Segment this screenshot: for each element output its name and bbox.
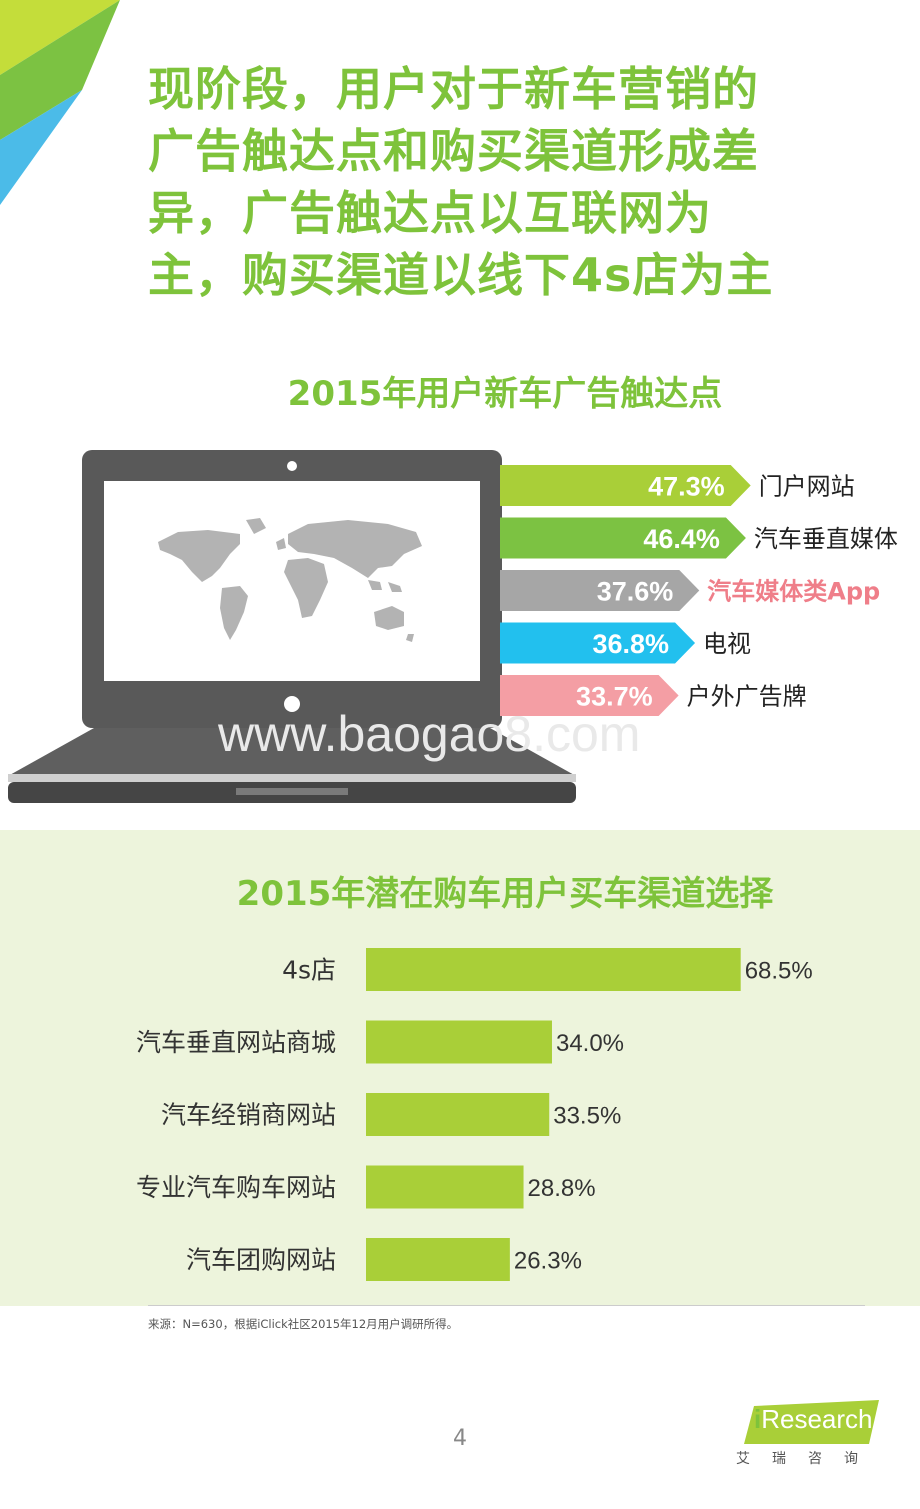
- laptop-illustration: [8, 450, 576, 803]
- channel-category-label: 汽车垂直网站商城: [136, 1028, 336, 1057]
- footer-divider: [148, 1305, 865, 1306]
- channel-value-label: 34.0%: [556, 1030, 624, 1057]
- corner-decoration: [0, 0, 120, 205]
- touchpoint-category-label: 电视: [703, 630, 751, 658]
- channel-bar: [366, 1165, 524, 1209]
- touchpoint-bar: [500, 675, 679, 716]
- source-note: 来源：N=630，根据iClick社区2015年12月用户调研所得。: [148, 1317, 459, 1331]
- touchpoint-value-label: 37.6%: [597, 577, 674, 607]
- channel-category-label: 汽车团购网站: [186, 1246, 336, 1275]
- touchpoint-category-label: 户外广告牌: [687, 683, 807, 711]
- channel-category-label: 汽车经销商网站: [161, 1101, 336, 1130]
- touchpoint-value-label: 47.3%: [648, 472, 725, 502]
- headline-line-1: 现阶段，用户对于新车营销的: [148, 62, 759, 116]
- channel-bar: [366, 1238, 510, 1281]
- touchpoint-bar: [500, 465, 751, 506]
- laptop-edge: [8, 774, 576, 782]
- channel-panel: [0, 830, 920, 1306]
- laptop-keyboard-deck: [8, 728, 576, 776]
- touchpoint-value-label: 36.8%: [592, 629, 669, 659]
- touchpoint-category-label: 门户网站: [759, 473, 855, 501]
- logo-i-mark: i: [754, 1404, 762, 1434]
- home-button-icon: [284, 696, 300, 712]
- channel-chart: 4s店 68.5% 汽车垂直网站商城 34.0% 汽车经销商网站 33.5% 专业汽车购车网…: [136, 948, 813, 1281]
- iresearch-logo: iResearch 艾瑞咨询: [734, 1398, 884, 1473]
- channel-value-label: 33.5%: [553, 1103, 621, 1130]
- logo-wordmark: iResearch: [754, 1404, 873, 1435]
- logo-chinese-name: 艾瑞咨询: [736, 1451, 880, 1467]
- logo-name: Research: [761, 1404, 873, 1434]
- headline-line-2: 广告触达点和购买渠道形成差: [148, 124, 759, 178]
- touchpoint-bar: [500, 622, 696, 664]
- channel-category-label: 4s店: [282, 956, 336, 985]
- watermark: www.baogao8.com: [218, 706, 641, 762]
- channel-value-label: 26.3%: [514, 1248, 582, 1275]
- headline: 现阶段，用户对于新车营销的 广告触达点和购买渠道形成差 异，广告触达点以互联网为…: [148, 58, 868, 306]
- page-number: 4: [453, 1426, 467, 1451]
- headline-line-4: 主，购买渠道以线下4s店为主: [148, 248, 774, 302]
- world-map-icon: [158, 518, 422, 642]
- touchpoint-category-label: 汽车媒体类App: [707, 578, 880, 606]
- touchpoint-value-label: 46.4%: [643, 524, 720, 554]
- headline-line-3: 异，广告触达点以互联网为: [148, 186, 712, 240]
- touchpoint-category-label: 汽车垂直媒体: [754, 525, 898, 553]
- touchpoint-bars: 47.3% 门户网站 46.4% 汽车垂直媒体 37.6% 汽车媒体类App 36.8% 电视…: [500, 465, 898, 716]
- touchpoint-bar: [500, 570, 700, 611]
- channel-chart-title: 2015年潜在购车用户买车渠道选择: [236, 874, 774, 914]
- channel-bar: [366, 1020, 552, 1064]
- touchpoint-bar: [500, 517, 746, 559]
- touchpoint-chart-title: 2015年用户新车广告触达点: [287, 374, 723, 414]
- touchpoint-value-label: 33.7%: [576, 682, 653, 712]
- channel-value-label: 28.8%: [528, 1175, 596, 1202]
- channel-value-label: 68.5%: [745, 958, 813, 985]
- logo-badge: [744, 1400, 879, 1444]
- laptop-trackpad-slot: [236, 788, 348, 795]
- channel-category-label: 专业汽车购车网站: [136, 1173, 336, 1202]
- channel-bar: [366, 948, 741, 991]
- channel-bar: [366, 1093, 550, 1136]
- webcam-icon: [287, 461, 297, 471]
